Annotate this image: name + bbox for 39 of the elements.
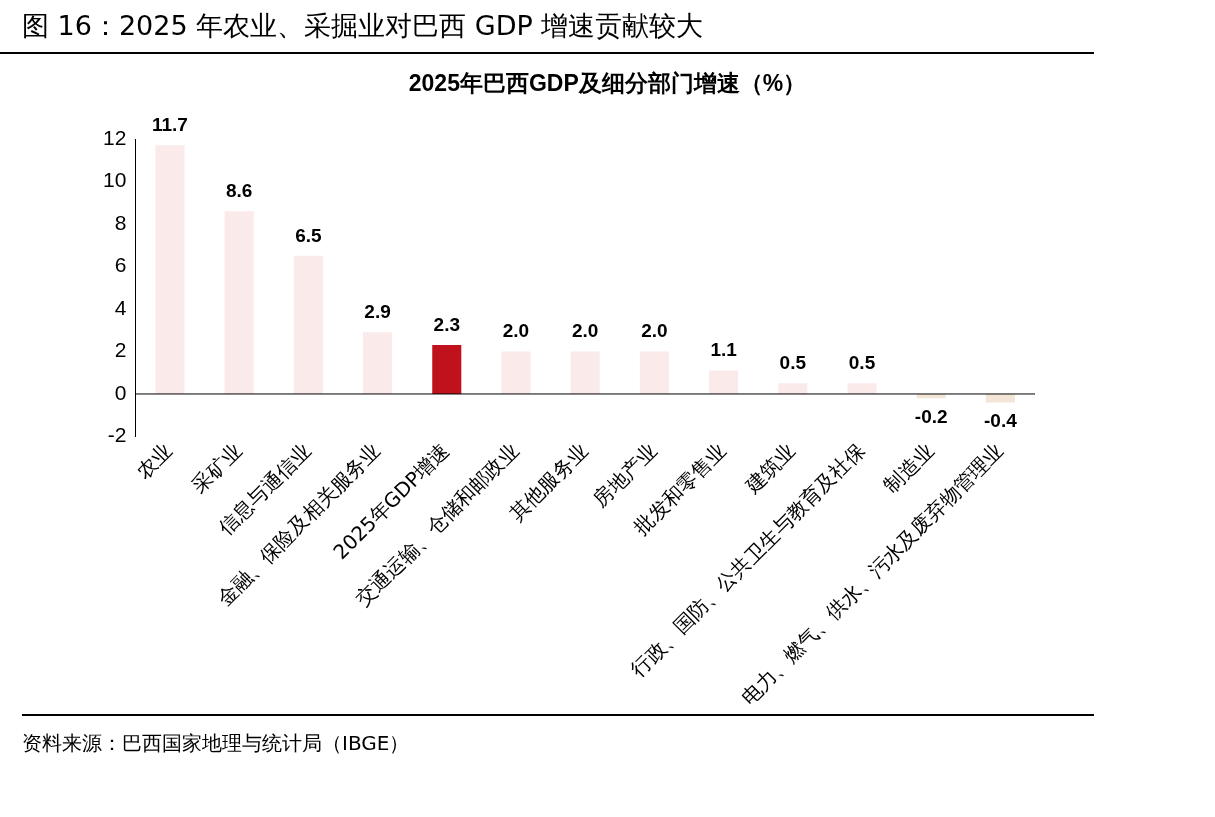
data-label: 2.3	[433, 313, 460, 335]
data-label: 2.0	[641, 320, 668, 342]
data-label: 2.0	[571, 320, 599, 342]
y-tick-label: 4	[114, 295, 127, 319]
bar	[709, 370, 739, 394]
data-label: 0.5	[779, 352, 807, 374]
y-tick-label: 8	[114, 210, 127, 234]
data-label: 11.7	[151, 114, 188, 136]
y-tick-label: 0	[114, 380, 127, 404]
x-tick-label: 制造业	[879, 438, 939, 498]
chart-title: 图 16：2025 年农业、采掘业对巴西 GDP 增速贡献较大	[0, 0, 1094, 54]
text: 资料来源：巴西国家地理与统计局（IBGE）	[22, 714, 1094, 757]
data-label: -0.4	[984, 410, 1018, 432]
data-label: 2.9	[364, 301, 391, 323]
x-tick-label: 农业	[131, 438, 178, 484]
data-label: 8.6	[225, 179, 253, 201]
bar	[155, 145, 185, 394]
data-label: 0.5	[848, 352, 876, 374]
data-label: 2.0	[502, 320, 530, 342]
bar	[570, 351, 600, 394]
bar	[293, 255, 323, 394]
y-tick-label: 10	[103, 168, 127, 192]
y-tick-label: -2	[107, 423, 127, 447]
bar	[778, 383, 808, 394]
bar	[224, 211, 254, 394]
data-label: 1.1	[710, 339, 738, 361]
bar	[363, 332, 393, 394]
x-tick-label: 建筑业	[739, 438, 800, 499]
bar	[432, 345, 462, 394]
data-label: 6.5	[295, 224, 322, 246]
bar	[847, 383, 877, 394]
y-tick-label: 12	[103, 125, 127, 149]
bar	[639, 351, 669, 394]
data-label: -0.2	[914, 405, 948, 427]
chart-subtitle: 2025年巴西GDP及细分部门增速（%）	[407, 69, 808, 98]
y-tick-label: 2	[114, 338, 127, 362]
y-tick-label: 6	[114, 253, 127, 277]
x-tick-label: 采矿业	[186, 438, 247, 498]
bar	[501, 351, 531, 394]
